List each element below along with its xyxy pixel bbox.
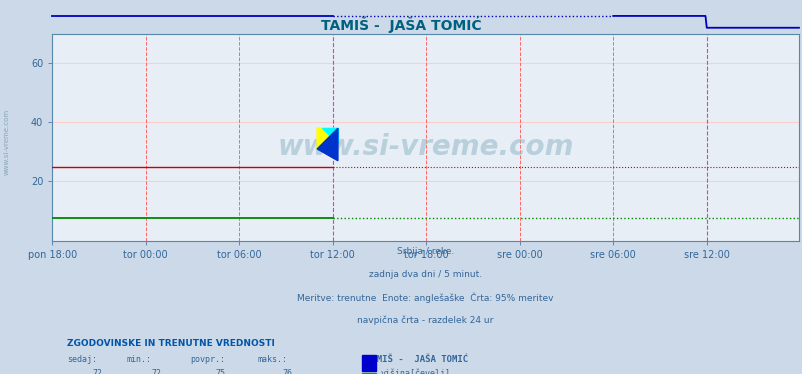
Text: višina[čevelj]: višina[čevelj] xyxy=(380,369,450,374)
Text: min.:: min.: xyxy=(127,355,152,364)
FancyBboxPatch shape xyxy=(362,373,375,374)
Text: ZGODOVINSKE IN TRENUTNE VREDNOSTI: ZGODOVINSKE IN TRENUTNE VREDNOSTI xyxy=(67,339,274,348)
Text: 75: 75 xyxy=(215,369,225,374)
Text: sedaj:: sedaj: xyxy=(67,355,97,364)
Text: 72: 72 xyxy=(92,369,102,374)
Text: TAMIŠ -  JAŠA TOMIĆ: TAMIŠ - JAŠA TOMIĆ xyxy=(366,355,468,364)
Text: TAMIŠ -  JAŠA TOMIĆ: TAMIŠ - JAŠA TOMIĆ xyxy=(321,17,481,33)
Text: povpr.:: povpr.: xyxy=(190,355,225,364)
Text: maks.:: maks.: xyxy=(257,355,287,364)
Text: Srbija / reke.: Srbija / reke. xyxy=(396,247,454,256)
Text: www.si-vreme.com: www.si-vreme.com xyxy=(3,109,10,175)
Polygon shape xyxy=(322,128,338,143)
Text: 76: 76 xyxy=(282,369,292,374)
Polygon shape xyxy=(317,128,338,149)
Text: zadnja dva dni / 5 minut.: zadnja dva dni / 5 minut. xyxy=(369,270,481,279)
Text: 72: 72 xyxy=(152,369,161,374)
Text: Meritve: trenutne  Enote: anglešaške  Črta: 95% meritev: Meritve: trenutne Enote: anglešaške Črta… xyxy=(297,292,553,303)
Polygon shape xyxy=(317,128,338,161)
Text: navpična črta - razdelek 24 ur: navpična črta - razdelek 24 ur xyxy=(357,315,493,325)
Text: www.si-vreme.com: www.si-vreme.com xyxy=(277,134,573,162)
FancyBboxPatch shape xyxy=(362,355,375,371)
